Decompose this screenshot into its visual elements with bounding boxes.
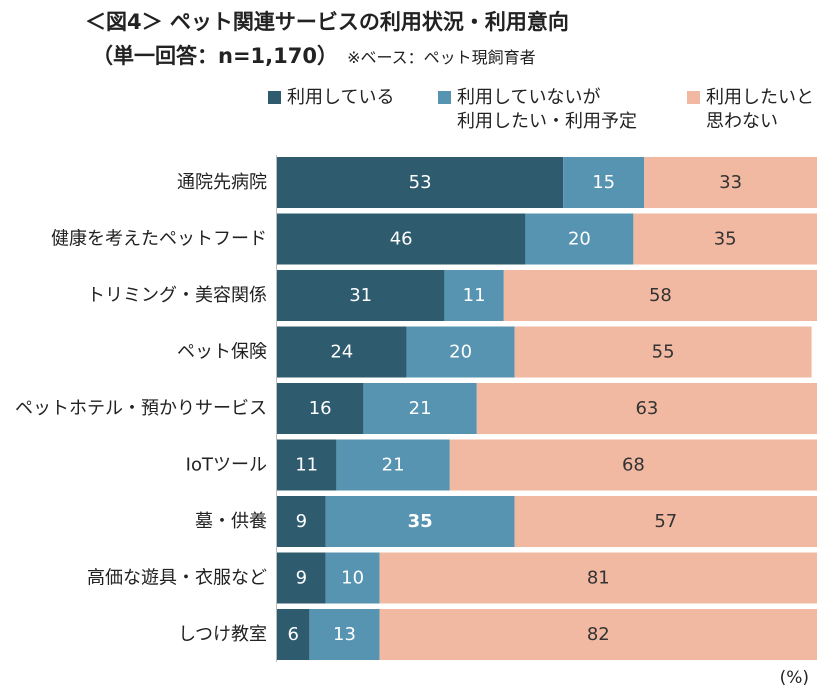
data-label-using: 11 xyxy=(295,455,318,476)
bar-using xyxy=(277,552,326,604)
data-label-using: 24 xyxy=(330,342,353,363)
data-label-not-using-want: 10 xyxy=(341,568,364,589)
bar-not-want xyxy=(379,552,817,604)
legend-swatch-using xyxy=(268,91,281,104)
data-label-not-want: 82 xyxy=(587,624,610,645)
category-label: しつけ教室 xyxy=(178,624,267,645)
bar-not-using-want xyxy=(563,157,645,208)
bar-not-using-want xyxy=(406,326,515,378)
bar-not-want xyxy=(476,383,817,434)
bar-not-using-want xyxy=(444,270,504,321)
data-label-not-using-want: 20 xyxy=(449,342,472,363)
bar-using xyxy=(277,609,310,660)
bar-using xyxy=(277,496,326,547)
legend-label-not-using-want: 利用していないが利用したい・利用予定 xyxy=(457,86,637,134)
legend-label-not-using-want-line2: 利用したい・利用予定 xyxy=(457,111,637,132)
bar-not-want xyxy=(514,496,817,547)
sample-size: （単一回答：n=1,170） xyxy=(92,44,338,68)
bar-not-using-want xyxy=(325,552,380,604)
data-label-using: 53 xyxy=(409,172,432,193)
bar-not-want xyxy=(514,326,812,378)
data-label-not-want: 81 xyxy=(587,568,610,589)
bar-using xyxy=(277,213,526,265)
data-label-not-using-want: 35 xyxy=(408,511,433,532)
legend-swatch-not-want xyxy=(687,91,700,104)
data-label-not-want: 55 xyxy=(652,342,675,363)
bar-using xyxy=(277,383,364,434)
data-label-not-want: 35 xyxy=(714,229,737,250)
category-label: ペット保険 xyxy=(177,342,267,363)
category-label: ペットホテル・預かりサービス xyxy=(15,398,267,419)
bar-using xyxy=(277,157,564,208)
data-label-using: 46 xyxy=(390,229,413,250)
data-label-not-using-want: 15 xyxy=(592,172,615,193)
legend-label-using: 利用している xyxy=(287,87,395,108)
category-label: IoTツール xyxy=(186,455,267,476)
category-label: 通院先病院 xyxy=(177,172,267,193)
data-label-not-using-want: 21 xyxy=(382,455,405,476)
base-note: ※ベース：ペット現飼育者 xyxy=(347,48,536,67)
data-label-not-using-want: 20 xyxy=(568,229,591,250)
category-label: 健康を考えたペットフード xyxy=(51,229,267,250)
data-label-not-want: 63 xyxy=(635,398,658,419)
chart-subtitle: （単一回答：n=1,170） ※ベース：ペット現飼育者 xyxy=(92,40,536,70)
data-label-not-want: 57 xyxy=(654,511,677,532)
bar-not-want xyxy=(503,270,817,321)
legend-swatch-not-using-want xyxy=(438,91,451,104)
data-label-not-using-want: 21 xyxy=(409,398,432,419)
chart-title: ＜図4＞ ペット関連サービスの利用状況・利用意向 xyxy=(85,10,569,34)
legend-label-not-using-want-line1: 利用していないが xyxy=(457,87,601,108)
legend-label-not-want: 利用したいと 思わない xyxy=(706,86,814,134)
bar-not-want xyxy=(379,609,817,660)
bar-not-using-want xyxy=(325,496,515,547)
data-label-not-want: 33 xyxy=(719,172,742,193)
legend-item-not-want: 利用したいと 思わない xyxy=(687,86,814,134)
bar-not-want xyxy=(644,157,817,208)
category-label: トリミング・美容関係 xyxy=(87,285,267,306)
category-label: 墓・供養 xyxy=(195,511,267,532)
bar-not-want xyxy=(449,439,817,491)
legend-item-not-using-want: 利用していないが利用したい・利用予定 xyxy=(438,86,637,134)
legend-label-not-want-line1: 利用したいと xyxy=(706,87,814,108)
legend-label-not-want-line2: 思わない xyxy=(706,111,778,132)
data-label-not-want: 58 xyxy=(649,285,672,306)
bar-using xyxy=(277,270,445,321)
category-label: 高価な遊具・衣服など xyxy=(87,568,267,589)
data-label-using: 31 xyxy=(349,285,372,306)
data-label-not-using-want: 11 xyxy=(463,285,486,306)
bar-not-want xyxy=(633,213,817,265)
bar-using xyxy=(277,326,407,378)
data-label-not-want: 68 xyxy=(622,455,645,476)
data-label-using: 16 xyxy=(309,398,332,419)
data-label-using: 6 xyxy=(287,624,298,645)
bar-using xyxy=(277,439,337,491)
unit-label: (%) xyxy=(779,668,809,688)
bar-not-using-want xyxy=(525,213,634,265)
data-label-using: 9 xyxy=(296,568,307,589)
bar-not-using-want xyxy=(363,383,477,434)
data-label-not-using-want: 13 xyxy=(333,624,356,645)
bar-not-using-want xyxy=(336,439,450,491)
bar-not-using-want xyxy=(309,609,380,660)
legend-item-using: 利用している xyxy=(268,86,394,110)
data-label-using: 9 xyxy=(296,511,307,532)
